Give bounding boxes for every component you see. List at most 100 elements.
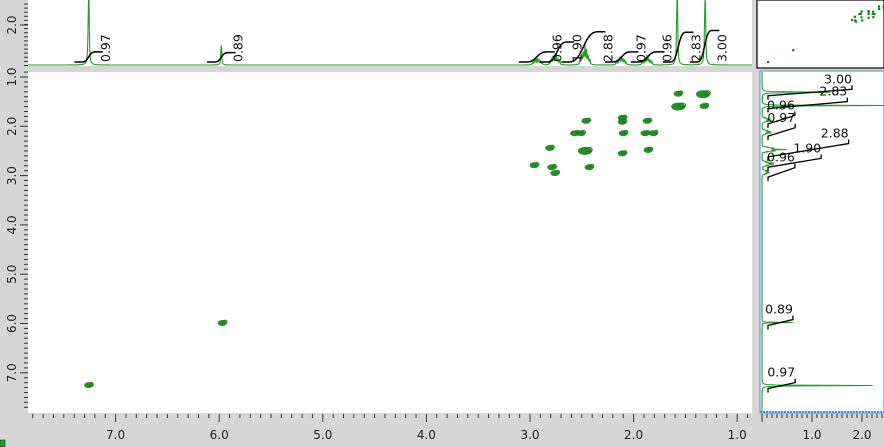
cross-peak-contour (576, 130, 586, 137)
side-integral-curve (767, 139, 850, 161)
cross-peak-contour (617, 118, 627, 125)
main-contour-plot[interactable] (28, 72, 752, 413)
x-tick-label: 4.0 (417, 428, 436, 442)
x-tick-label: 6.0 (210, 428, 229, 442)
overview-peak (850, 18, 854, 22)
side-integral-label: 0.96 (767, 97, 795, 112)
cross-peak-contour-ring (703, 90, 711, 96)
side-1d-projection (761, 72, 884, 412)
cross-peak-contour (640, 130, 650, 137)
cross-peak-contour (577, 146, 592, 155)
cross-peak-contour-ring (551, 164, 557, 169)
cross-peak-contour (617, 150, 627, 157)
cross-peak-contour-ring (555, 169, 561, 175)
cross-peak-contour (648, 130, 658, 137)
cross-peak-contour (584, 164, 594, 171)
overview-peak (859, 12, 862, 16)
cross-peak-contour-ring (88, 381, 94, 387)
overview-peak (872, 10, 875, 13)
cross-peak-contour-ring (647, 117, 653, 123)
cross-peak-contour (699, 103, 709, 110)
integral-label: 0.97 (98, 34, 113, 62)
integral-curve (630, 51, 665, 63)
side-projection-panel[interactable] (759, 70, 884, 414)
cross-peak-contour (545, 144, 555, 151)
cross-peak-contour (581, 117, 591, 124)
intensity-tick-label: 2.0 (5, 15, 19, 34)
side-integral-label: 3.00 (824, 71, 852, 86)
overview-peak (867, 12, 870, 16)
overview-peak (877, 7, 881, 10)
cross-peak-contour-ring (678, 102, 686, 109)
side-axis-tick-label: 1.0 (802, 428, 821, 442)
cross-peak-contour (673, 90, 683, 97)
integral-curve (539, 41, 575, 63)
integral-curve (662, 31, 694, 63)
x-tick-label: 3.0 (520, 428, 539, 442)
cross-peak-contour-ring (653, 130, 659, 135)
overview-inset[interactable] (756, 0, 884, 69)
cross-peak-contour-ring (585, 146, 593, 153)
cross-peak-contour-ring (580, 130, 586, 135)
cross-peak-contour (529, 162, 539, 169)
integral-curve (561, 31, 606, 63)
overview-peak (860, 16, 863, 19)
cross-peak-contour-ring (648, 146, 654, 152)
overview-peak (867, 16, 870, 19)
integral-label: 0.97 (633, 34, 648, 62)
cross-peak-contour (671, 102, 686, 111)
side-integral-curve (767, 123, 796, 141)
side-integral-curve (767, 111, 796, 128)
y-tick-label: 3.0 (5, 166, 19, 185)
overview-peak (861, 19, 864, 22)
overview-peak (882, 5, 884, 8)
integral-label: 0.89 (230, 34, 245, 62)
cross-peak-contour (696, 90, 711, 99)
y-tick-label: 1.0 (5, 67, 19, 86)
cross-peak-contour-ring (623, 130, 629, 135)
cross-peak-contour (570, 130, 580, 137)
x-tick-label: 5.0 (313, 428, 332, 442)
side-integral-curve (767, 378, 796, 393)
side-integral-curve (767, 315, 794, 330)
y-tick-label: 7.0 (5, 363, 19, 382)
y-tick-label: 6.0 (5, 314, 19, 333)
overview-peak (860, 10, 863, 13)
cross-peak-contour (217, 320, 227, 327)
x-tick-label: 7.0 (106, 428, 125, 442)
cross-peak-contour (618, 130, 628, 137)
cross-peak-contour-ring (678, 90, 684, 96)
y-tick-label: 4.0 (5, 215, 19, 234)
top-spectrum-panel[interactable] (28, 0, 752, 66)
x-tick-label: 2.0 (624, 428, 643, 442)
side-integral-curve (767, 154, 822, 172)
cross-peak-contour-ring (704, 102, 710, 108)
cross-peak-contour (84, 382, 94, 389)
y-tick-label: 5.0 (5, 265, 19, 284)
cross-peak-contour-ring (222, 319, 228, 325)
integral-label: 3.00 (714, 34, 729, 62)
overview-peak (873, 12, 876, 16)
overview-peak (854, 19, 857, 22)
side-integral-label: 0.97 (767, 110, 795, 125)
overview-peak (882, 7, 884, 10)
integral-label: 2.83 (688, 34, 703, 62)
overview-peak (854, 20, 857, 23)
side-integral-curve (767, 163, 796, 182)
integral-label: 0.96 (550, 34, 565, 62)
cross-peak-contour-ring (549, 144, 555, 150)
cross-peak-contour-ring (622, 150, 628, 155)
side-integral-curve (767, 85, 853, 100)
overview-peak (871, 12, 874, 16)
cross-peak-contour (643, 146, 653, 153)
top-1d-spectrum (28, 0, 752, 66)
cross-peak-contour (547, 164, 557, 171)
status-indicator-icon (0, 439, 6, 447)
cross-peak-contour (550, 170, 560, 177)
cross-peak-contour-ring (586, 117, 592, 123)
overview-peak (858, 12, 861, 16)
integral-curve (207, 51, 236, 63)
side-integral-curve (767, 97, 848, 113)
integral-curve (604, 51, 639, 63)
